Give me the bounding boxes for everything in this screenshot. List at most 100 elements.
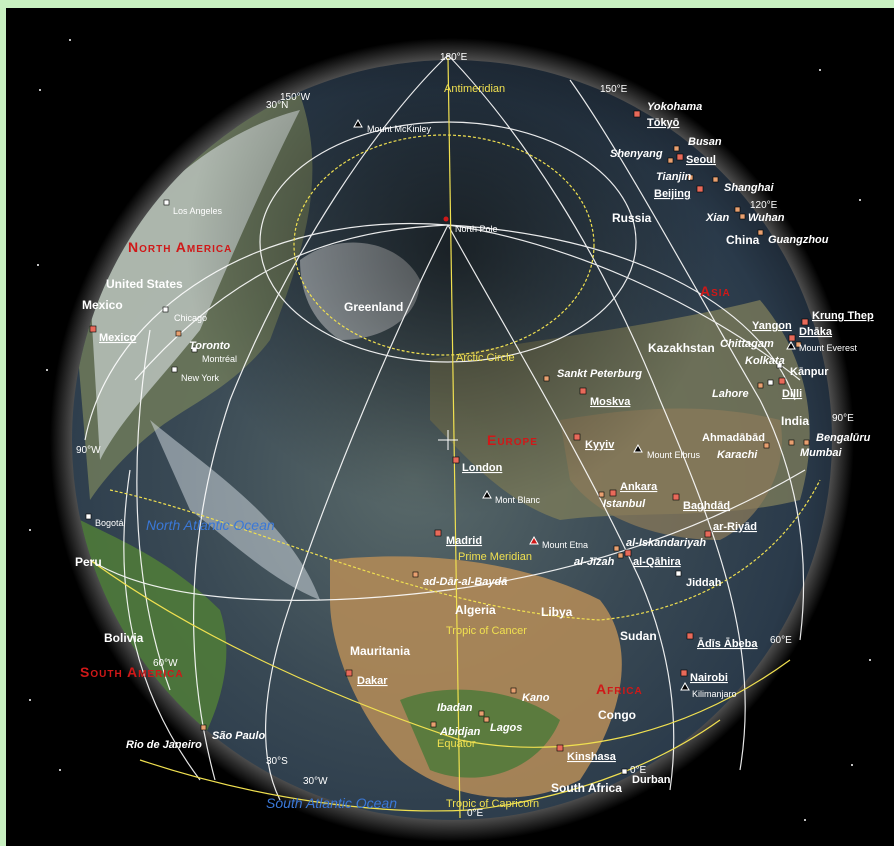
svg-text:Ibadan: Ibadan [437, 702, 473, 714]
svg-text:Dilli: Dilli [782, 388, 802, 400]
label-tropic-of-cancer: Tropic of Cancer [446, 625, 527, 637]
svg-text:Bengalūru: Bengalūru [816, 432, 871, 444]
svg-text:Los Angeles: Los Angeles [173, 206, 223, 216]
svg-text:Mumbai: Mumbai [800, 447, 843, 459]
svg-text:Sankt Peterburg: Sankt Peterburg [557, 368, 642, 380]
svg-text:Chicago: Chicago [174, 313, 207, 323]
svg-text:Wuhan: Wuhan [748, 212, 785, 224]
label-arctic-circle: Arctic Circle [456, 352, 515, 364]
svg-text:Mount Etna: Mount Etna [542, 540, 588, 550]
svg-text:Mount Elbrus: Mount Elbrus [647, 450, 701, 460]
svg-text:90°W: 90°W [76, 445, 101, 456]
svg-text:al-Iskandariyah: al-Iskandariyah [626, 537, 706, 549]
label-south-america: South America [80, 664, 184, 680]
svg-text:Mexico: Mexico [99, 332, 137, 344]
svg-text:Jiddah: Jiddah [686, 577, 722, 589]
label-prime-meridian: Prime Meridian [458, 551, 532, 563]
svg-text:al-Jīzah: al-Jīzah [574, 556, 615, 568]
svg-text:Kānpur: Kānpur [790, 366, 829, 378]
svg-text:Abidjan: Abidjan [439, 726, 481, 738]
label-south-atlantic: South Atlantic Ocean [266, 795, 397, 811]
svg-text:Greenland: Greenland [344, 300, 403, 314]
svg-text:Shenyang: Shenyang [610, 148, 663, 160]
svg-text:Istanbul: Istanbul [603, 498, 646, 510]
svg-text:Mount McKinley: Mount McKinley [367, 124, 432, 134]
svg-text:Dhāka: Dhāka [799, 326, 833, 338]
mountain-markers [353, 118, 796, 691]
label-north-pole: North Pole [455, 224, 498, 234]
svg-text:Mauritania: Mauritania [350, 644, 410, 658]
label-equator: Equator [437, 738, 476, 750]
svg-text:30°W: 30°W [303, 776, 328, 787]
svg-text:Peru: Peru [75, 555, 102, 569]
svg-text:Durban: Durban [632, 774, 671, 786]
svg-text:Bogotá: Bogotá [95, 518, 124, 528]
globe-view[interactable]: Antimeridian North Pole Arctic Circle Pr… [6, 8, 894, 846]
country-labels: Greenland Russia United States Mexico Ch… [75, 211, 809, 795]
label-north-america: North America [128, 239, 232, 255]
svg-text:al-Qāhira: al-Qāhira [633, 556, 682, 568]
svg-text:Kazakhstan: Kazakhstan [648, 341, 715, 355]
svg-text:150°E: 150°E [600, 84, 628, 95]
svg-text:Kinshasa: Kinshasa [567, 751, 617, 763]
label-antimeridian: Antimeridian [444, 83, 505, 95]
reference-lines [89, 57, 821, 819]
svg-text:60°E: 60°E [770, 635, 792, 646]
svg-text:0°E: 0°E [630, 765, 647, 776]
svg-text:ad-Dār-al-Baydā: ad-Dār-al-Baydā [423, 576, 507, 588]
north-pole-marker [443, 216, 449, 222]
svg-text:Seoul: Seoul [686, 154, 716, 166]
svg-text:South Africa: South Africa [551, 781, 622, 795]
svg-text:Mount Everest: Mount Everest [799, 343, 858, 353]
svg-text:Yokohama: Yokohama [647, 101, 702, 113]
line-labels: Antimeridian North Pole Arctic Circle Pr… [437, 83, 539, 810]
continent-labels: North America Asia Europe South America … [80, 239, 731, 697]
svg-text:Montréal: Montréal [202, 354, 237, 364]
svg-text:Madrid: Madrid [446, 535, 482, 547]
svg-text:Chittagam: Chittagam [720, 338, 774, 350]
svg-text:Tōkyō: Tōkyō [647, 117, 680, 129]
svg-text:Karachi: Karachi [717, 449, 758, 461]
svg-text:Kyyiv: Kyyiv [585, 439, 615, 451]
svg-text:120°E: 120°E [750, 200, 778, 211]
label-europe: Europe [487, 432, 538, 448]
svg-text:150°W: 150°W [280, 92, 311, 103]
svg-text:Kolkata: Kolkata [745, 355, 785, 367]
ocean-labels: North Atlantic Ocean South Atlantic Ocea… [146, 517, 397, 811]
svg-text:Kilimanjaro: Kilimanjaro [692, 689, 737, 699]
svg-text:0°E: 0°E [467, 808, 484, 819]
svg-text:Beijing: Beijing [654, 188, 691, 200]
svg-text:Xian: Xian [705, 212, 730, 224]
svg-text:London: London [462, 462, 503, 474]
svg-text:180°E: 180°E [440, 52, 468, 63]
svg-text:Tianjin: Tianjin [656, 171, 692, 183]
svg-text:30°N: 30°N [266, 100, 288, 111]
svg-text:Baghdād: Baghdād [683, 500, 730, 512]
svg-text:Lagos: Lagos [490, 722, 522, 734]
svg-text:Guangzhou: Guangzhou [768, 234, 829, 246]
coordinate-labels: 180°E 150°E 150°W 30°N 120°E 90°E 90°W 6… [76, 52, 854, 819]
svg-text:Sudan: Sudan [620, 629, 657, 643]
svg-text:30°S: 30°S [266, 756, 288, 767]
label-asia: Asia [700, 283, 731, 299]
svg-text:Ahmadābād: Ahmadābād [702, 432, 765, 444]
city-markers [85, 110, 810, 775]
stars [29, 39, 871, 821]
svg-text:Ankara: Ankara [620, 481, 658, 493]
city-labels: Yokohama Busan Shenyang Tianjin Shanghai… [95, 101, 871, 786]
svg-text:Russia: Russia [612, 211, 652, 225]
svg-text:60°W: 60°W [153, 658, 178, 669]
svg-text:United States: United States [106, 277, 183, 291]
svg-text:Krung Thep: Krung Thep [812, 310, 874, 322]
svg-text:Ādīs Ābeba: Ādīs Ābeba [697, 638, 758, 650]
svg-text:São Paulo: São Paulo [212, 730, 265, 742]
svg-text:Moskva: Moskva [590, 396, 631, 408]
svg-text:Dakar: Dakar [357, 675, 388, 687]
crosshair-icon [438, 430, 458, 450]
svg-text:Algeria: Algeria [455, 603, 496, 617]
svg-text:Busan: Busan [688, 136, 722, 148]
label-africa: Africa [596, 681, 643, 697]
graticule [84, 54, 806, 801]
svg-text:Nairobi: Nairobi [690, 672, 728, 684]
